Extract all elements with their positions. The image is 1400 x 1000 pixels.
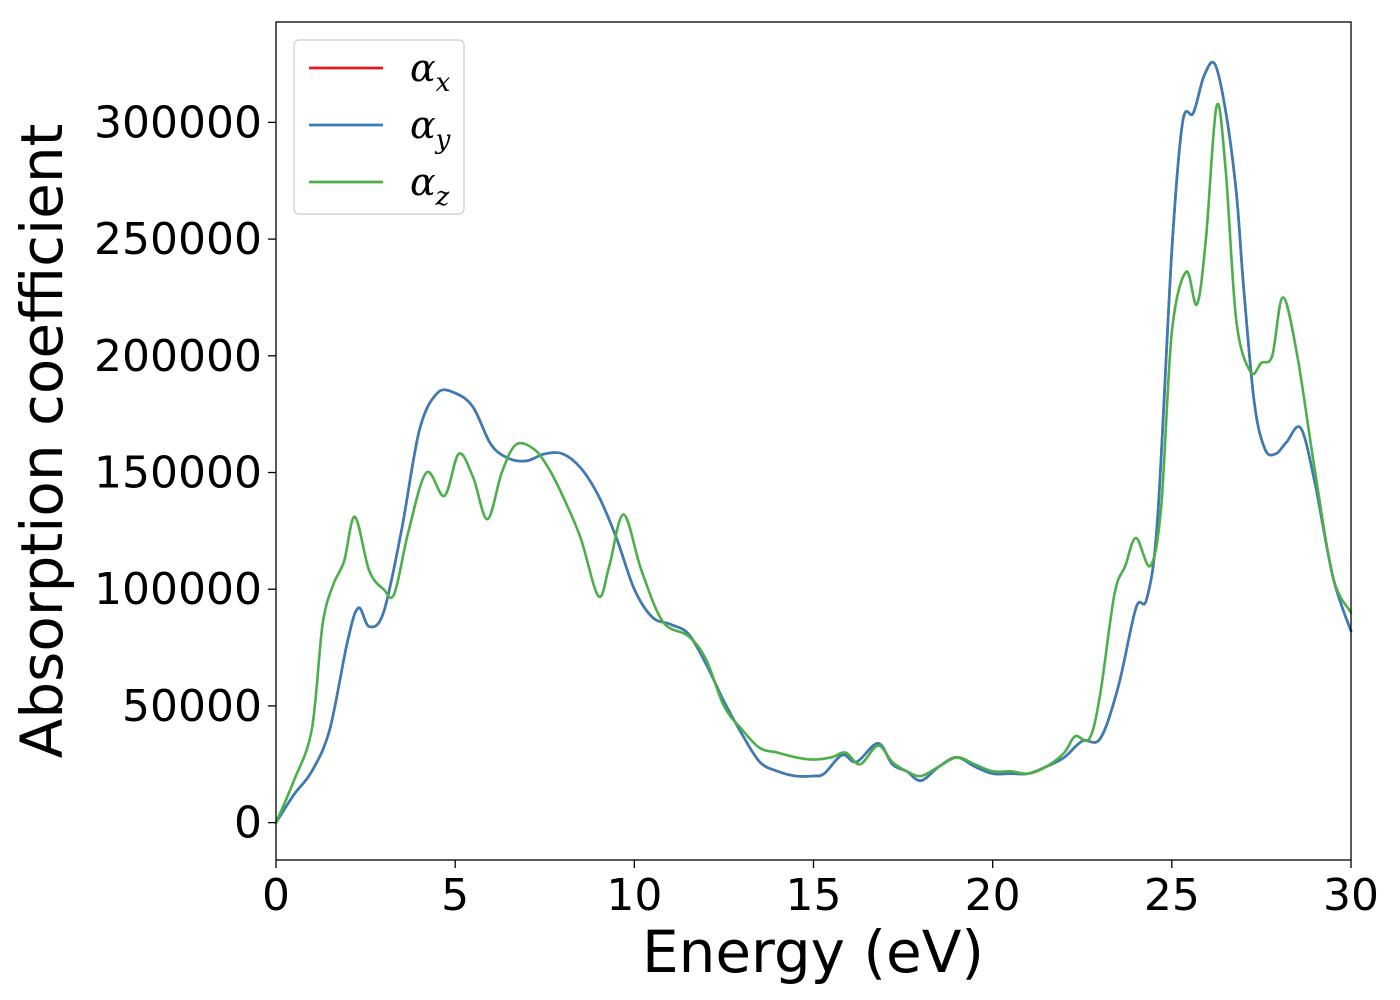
x-tick-label: 10 (606, 870, 662, 921)
y-axis-ticks: 0 50000 100000 150000 200000 250000 300000 (94, 97, 276, 849)
x-axis-ticks: 0 5 10 15 20 25 30 (262, 860, 1379, 921)
y-tick-label: 250000 (94, 214, 262, 265)
x-tick-label: 15 (786, 870, 842, 921)
x-tick-label: 20 (965, 870, 1021, 921)
y-axis-label: Absorption coefficient (8, 124, 76, 759)
y-tick-label: 0 (234, 798, 262, 849)
x-axis-label: Energy (eV) (642, 918, 984, 986)
series-line-z (274, 102, 1353, 824)
y-tick-label: 200000 (94, 331, 262, 382)
y-tick-label: 300000 (94, 97, 262, 148)
y-tick-label: 100000 (94, 564, 262, 615)
legend-frame (293, 39, 465, 215)
x-tick-label: 0 (262, 870, 290, 921)
x-tick-label: 25 (1144, 870, 1200, 921)
series-line-y (274, 60, 1353, 824)
y-tick-label: 50000 (122, 681, 262, 732)
x-tick-label: 30 (1323, 870, 1379, 921)
series-layer (274, 60, 1353, 824)
y-tick-label: 150000 (94, 448, 262, 499)
x-tick-label: 5 (441, 870, 469, 921)
